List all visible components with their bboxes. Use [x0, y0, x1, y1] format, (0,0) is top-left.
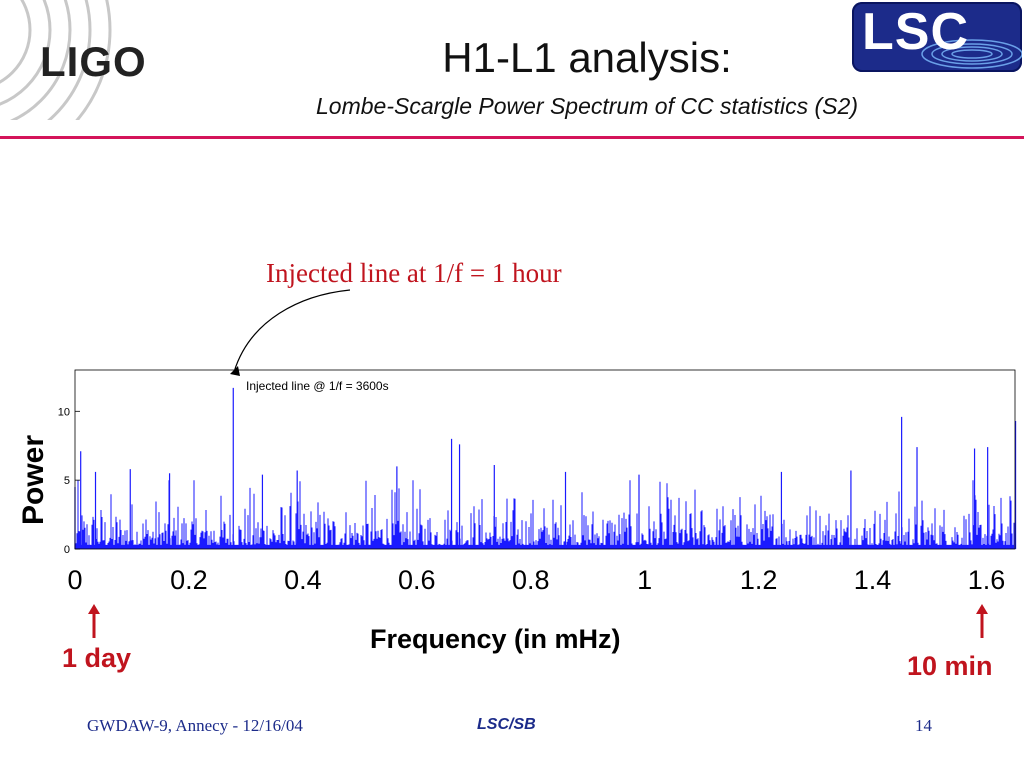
- plot-frame: [74, 369, 1016, 550]
- title-divider: [0, 136, 1024, 139]
- page-number: 14: [915, 716, 932, 735]
- ligo-wave-icon: [0, 0, 112, 120]
- x-tick-label: 0.6: [398, 565, 436, 595]
- x-tick-label: 0.4: [284, 565, 322, 595]
- y-tick-label: 5: [64, 475, 70, 487]
- series-noise: [74, 480, 1015, 549]
- min-arrow-icon: [976, 604, 988, 638]
- slide-title: H1-L1 analysis:: [442, 34, 732, 81]
- x-tick-label: 1.4: [853, 565, 892, 595]
- y-tick-label: 10: [58, 406, 70, 418]
- lsc-logo: LSC: [852, 2, 1022, 72]
- x-tick-label: 0: [67, 565, 83, 595]
- inner-annotation: Injected line @ 1/f = 3600s: [246, 379, 389, 393]
- injected-line-annotation: Injected line at 1/f = 1 hour: [266, 258, 562, 288]
- slide-subtitle: Lombe-Scargle Power Spectrum of CC stati…: [316, 93, 858, 119]
- annotation-arrowhead-icon: [230, 366, 240, 376]
- lsc-swirl-icon: [921, 39, 1022, 69]
- footer-conference: GWDAW-9, Annecy - 12/16/04: [87, 716, 303, 735]
- y-axis-label: Power: [17, 434, 50, 525]
- plot-area: [74, 387, 1017, 549]
- day-marker-label: 1 day: [62, 643, 132, 673]
- ligo-logo: LIGO: [40, 38, 147, 85]
- lsc-logo-text: LSC: [862, 3, 969, 61]
- day-arrow-icon: [88, 604, 100, 638]
- x-tick-label: 1.6: [967, 565, 1006, 595]
- min-marker-label: 10 min: [907, 651, 993, 681]
- y-tick-label: 0: [64, 544, 70, 556]
- x-tick-label: 1.2: [739, 565, 778, 595]
- annotation-arrow-curve: [233, 289, 351, 373]
- x-tick-label: 1: [637, 565, 653, 595]
- x-axis-label: Frequency (in mHz): [370, 624, 621, 654]
- x-tick-label: 0.8: [511, 565, 550, 595]
- footer-author: LSC/SB: [477, 716, 536, 733]
- axes: 0 5 10: [58, 369, 1016, 556]
- x-tick-label: 0.2: [170, 565, 208, 595]
